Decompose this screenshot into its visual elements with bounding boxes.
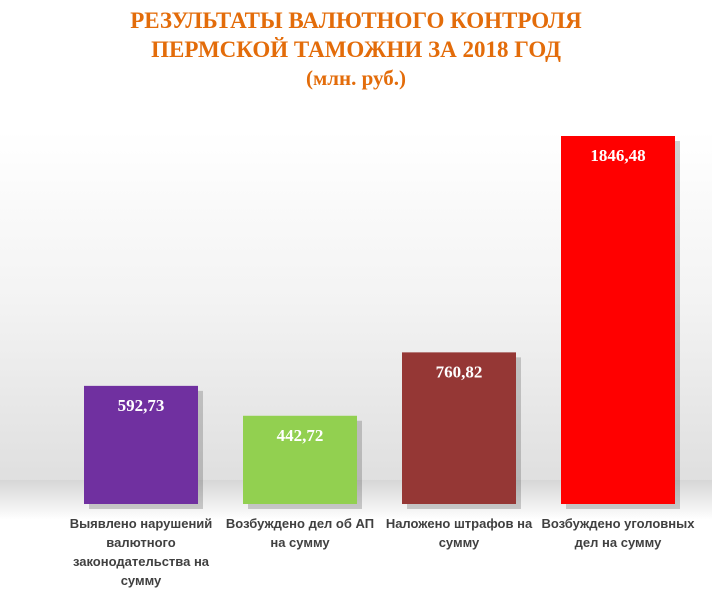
chart-title: РЕЗУЛЬТАТЫ ВАЛЮТНОГО КОНТРОЛЯ ПЕРМСКОЙ Т… (0, 6, 712, 93)
category-label-1: Выявлено нарушений валютного законодател… (69, 516, 213, 588)
category-label-4: Возбуждено уголовных дел на сумму (541, 516, 695, 550)
bar-value-label-1: 592,73 (118, 396, 165, 415)
bar-3 (402, 352, 516, 504)
bar-1 (84, 385, 198, 504)
category-label-2: Возбуждено дел об АП на сумму (225, 516, 375, 550)
title-line-1: РЕЗУЛЬТАТЫ ВАЛЮТНОГО КОНТРОЛЯ (130, 8, 582, 33)
bar-2 (243, 415, 357, 504)
title-unit: (млн. руб.) (305, 66, 407, 90)
bar-value-label-2: 442,72 (277, 426, 324, 445)
bar-4 (561, 136, 675, 504)
title-line-2: ПЕРМСКОЙ ТАМОЖНИ ЗА 2018 ГОД (151, 37, 561, 62)
bar-value-label-3: 760,82 (436, 362, 483, 381)
category-label-3: Наложено штрафов на сумму (385, 516, 533, 550)
bar-value-label-4: 1846,48 (590, 146, 645, 165)
